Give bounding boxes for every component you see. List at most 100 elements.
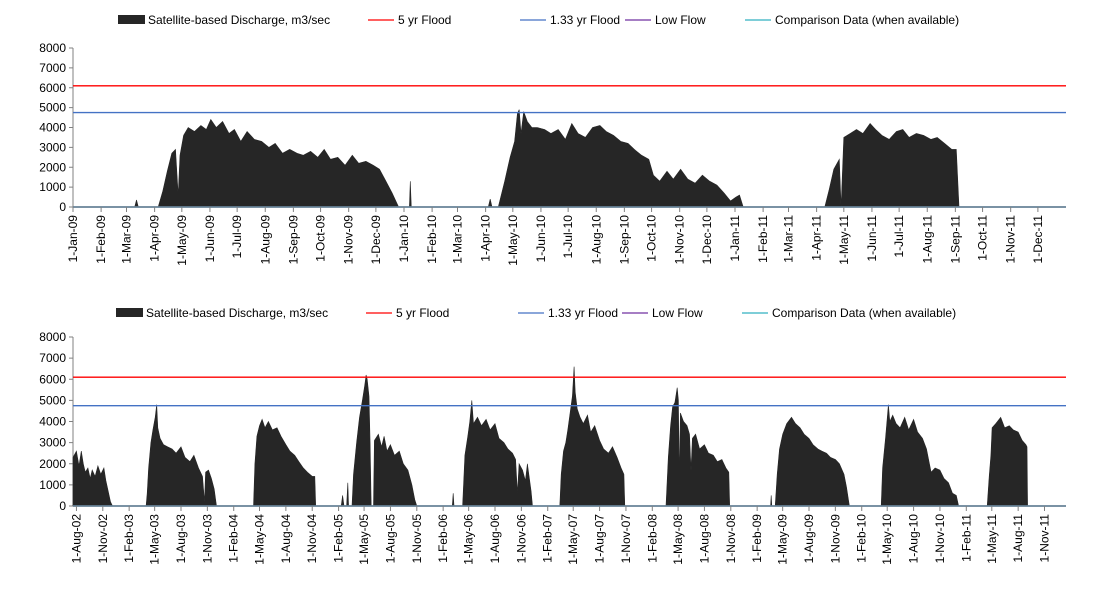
- y-tick-label: 1000: [39, 180, 66, 194]
- x-tick-label: 1-Nov-09: [342, 215, 356, 265]
- x-tick-label: 1-Apr-09: [148, 215, 162, 262]
- legend-label: Low Flow: [652, 306, 703, 320]
- y-tick-label: 4000: [39, 415, 66, 429]
- x-tick-label: 1-Jul-11: [892, 215, 906, 258]
- x-tick-label: 1-Nov-10: [933, 514, 947, 564]
- y-axis: 0 1000 2000 3000 4000 5000 6000 7000 8000: [39, 330, 74, 513]
- x-tick-label: 1-Dec-10: [700, 215, 714, 265]
- x-tick-label: 1-Aug-02: [69, 514, 83, 564]
- x-tick-label: 1-May-10: [880, 514, 894, 565]
- y-tick-label: 5000: [39, 101, 66, 115]
- x-tick-label: 1-May-09: [175, 215, 189, 266]
- discharge-chart-2009-2011: Satellite-based Discharge, m3/sec 5 yr Fl…: [0, 0, 1094, 300]
- x-tick-label: 1-Aug-11: [920, 215, 934, 264]
- x-tick-label: 1-Aug-08: [697, 514, 711, 564]
- x-tick-label: 1-Nov-08: [724, 514, 738, 564]
- legend-label: Satellite-based Discharge, m3/sec: [148, 13, 330, 27]
- legend-label: 5 yr Flood: [396, 306, 449, 320]
- x-tick-label: 1-Aug-06: [488, 514, 502, 564]
- x-tick-label: 1-Aug-05: [383, 514, 397, 564]
- x-tick-label: 1-Feb-06: [436, 514, 450, 563]
- legend-label: Comparison Data (when available): [772, 306, 956, 320]
- y-tick-label: 2000: [39, 457, 66, 471]
- legend-label: 1.33 yr Flood: [548, 306, 618, 320]
- x-tick-label: 1-Oct-10: [645, 215, 659, 262]
- y-tick-label: 6000: [39, 372, 66, 386]
- legend-label: 1.33 yr Flood: [550, 13, 620, 27]
- x-tick-label: 1-Jan-11: [728, 215, 742, 262]
- discharge-area: [73, 109, 1066, 208]
- x-tick-label: 1-Mar-09: [120, 215, 134, 264]
- x-tick-label: 1-Sep-09: [286, 215, 300, 265]
- y-axis: 0 1000 2000 3000 4000 5000 6000 7000 8000: [39, 41, 74, 214]
- x-tick-label: 1-Feb-05: [332, 514, 346, 563]
- y-tick-label: 8000: [39, 330, 66, 344]
- x-tick-label: 1-Nov-06: [514, 514, 528, 564]
- legend-label: Satellite-based Discharge, m3/sec: [146, 306, 328, 320]
- y-tick-label: 2000: [39, 160, 66, 174]
- x-tick-label: 1-Jan-10: [397, 215, 411, 263]
- x-tick-label: 1-May-08: [671, 514, 685, 565]
- x-tick-label: 1-Feb-03: [122, 514, 136, 563]
- x-tick-label: 1-May-05: [357, 514, 371, 565]
- x-axis: 1-Aug-02 1-Nov-02 1-Feb-03 1-May-03 1-Aug-03…: [69, 505, 1066, 565]
- x-tick-label: 1-Sep-10: [617, 215, 631, 265]
- y-tick-label: 4000: [39, 121, 66, 135]
- x-tick-label: 1-Apr-10: [479, 215, 493, 262]
- chart-bottom-svg: Satellite-based Discharge, m3/sec 5 yr Fl…: [39, 306, 1066, 565]
- x-tick-label: 1-Feb-07: [541, 514, 555, 563]
- discharge-chart-2002-2011: Satellite-based Discharge, m3/sec 5 yr Fl…: [0, 300, 1094, 607]
- x-tick-label: 1-Feb-11: [959, 514, 973, 562]
- x-tick-label: 1-Jul-10: [561, 215, 575, 259]
- x-tick-label: 1-Jan-09: [66, 215, 80, 263]
- x-tick-label: 1-Aug-07: [593, 514, 607, 564]
- x-tick-label: 1-Nov-09: [828, 514, 842, 564]
- x-tick-label: 1-Dec-09: [369, 215, 383, 265]
- x-tick-label: 1-May-03: [148, 514, 162, 565]
- chart-legend: Satellite-based Discharge, m3/sec 5 yr Fl…: [118, 13, 959, 27]
- x-axis: 1-Jan-09 1-Feb-09 1-Mar-09 1-Apr-09 1-May-09…: [66, 206, 1066, 266]
- chart-top-svg: Satellite-based Discharge, m3/sec 5 yr Fl…: [39, 13, 1066, 266]
- legend-label: Comparison Data (when available): [775, 13, 959, 27]
- x-tick-label: 1-Nov-11: [1004, 215, 1018, 264]
- x-tick-label: 1-Jun-10: [534, 215, 548, 263]
- x-tick-label: 1-Feb-10: [855, 514, 869, 563]
- x-tick-label: 1-May-06: [462, 514, 476, 565]
- x-tick-label: 1-Aug-03: [174, 514, 188, 564]
- x-tick-label: 1-Feb-08: [645, 514, 659, 563]
- x-tick-label: 1-Sep-11: [948, 215, 962, 264]
- y-tick-label: 3000: [39, 436, 66, 450]
- legend-swatch-discharge: [118, 15, 145, 24]
- x-tick-label: 1-Feb-11: [756, 215, 770, 263]
- x-tick-label: 1-Nov-07: [619, 514, 633, 564]
- x-tick-label: 1-Apr-11: [810, 215, 824, 261]
- x-tick-label: 1-Nov-10: [673, 215, 687, 265]
- x-tick-label: 1-Nov-11: [1038, 514, 1052, 563]
- chart-legend: Satellite-based Discharge, m3/sec 5 yr Fl…: [116, 306, 956, 320]
- y-tick-label: 7000: [39, 351, 66, 365]
- x-tick-label: 1-Feb-10: [425, 215, 439, 264]
- x-tick-label: 1-Nov-05: [410, 514, 424, 564]
- x-tick-label: 1-May-07: [566, 514, 580, 565]
- x-tick-label: 1-Nov-02: [96, 514, 110, 564]
- x-tick-label: 1-Dec-11: [1031, 215, 1045, 264]
- x-tick-label: 1-Aug-11: [1011, 514, 1025, 563]
- x-tick-label: 1-May-04: [253, 514, 267, 565]
- legend-label: Low Flow: [655, 13, 706, 27]
- x-tick-label: 1-Aug-10: [907, 514, 921, 564]
- x-tick-label: 1-Nov-04: [305, 514, 319, 564]
- x-tick-label: 1-May-11: [837, 215, 851, 265]
- x-tick-label: 1-Oct-09: [314, 215, 328, 262]
- x-tick-label: 1-May-09: [776, 514, 790, 565]
- x-tick-label: 1-Nov-03: [200, 514, 214, 564]
- x-tick-label: 1-May-10: [506, 215, 520, 266]
- x-tick-label: 1-Aug-10: [589, 215, 603, 265]
- y-tick-label: 6000: [39, 81, 66, 95]
- x-tick-label: 1-Mar-10: [451, 215, 465, 264]
- x-tick-label: 1-Jul-09: [230, 215, 244, 259]
- x-tick-label: 1-Oct-11: [976, 215, 990, 261]
- y-tick-label: 8000: [39, 41, 66, 55]
- x-tick-label: 1-Jun-09: [203, 215, 217, 263]
- x-tick-label: 1-Aug-09: [802, 514, 816, 564]
- x-tick-label: 1-Feb-04: [227, 514, 241, 563]
